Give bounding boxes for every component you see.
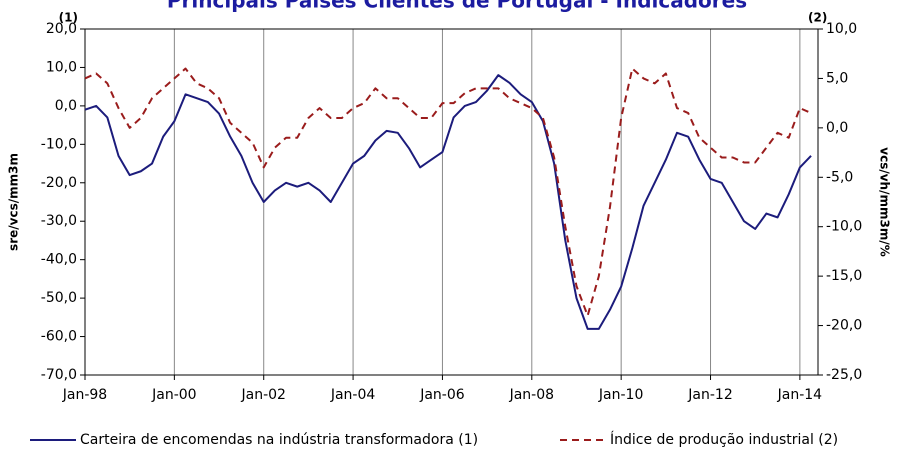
x-tick-label: Jan-98 (62, 387, 107, 403)
legend-label: Carteira de encomendas na indústria tran… (80, 432, 478, 448)
x-tick-label: Jan-14 (777, 387, 823, 403)
left-note: (1) (59, 11, 78, 25)
x-tick-label: Jan-08 (509, 387, 554, 403)
y2-tick-label: -10,0 (826, 219, 862, 235)
y2-tick-label: 10,0 (826, 21, 857, 37)
y-tick-label: 20,0 (46, 21, 77, 37)
y2-tick-label: -5,0 (826, 169, 853, 185)
y-tick-label: 0,0 (55, 98, 77, 114)
x-tick-label: Jan-02 (240, 387, 285, 403)
x-tick-label: Jan-12 (687, 387, 732, 403)
y2-tick-label: 0,0 (826, 120, 848, 136)
y-tick-label: -60,0 (41, 329, 77, 345)
x-tick-label: Jan-00 (151, 387, 196, 403)
y2-tick-label: -15,0 (826, 268, 862, 284)
x-tick-label: Jan-04 (330, 387, 376, 403)
y-tick-label: -50,0 (41, 290, 77, 306)
y2-tick-label: -25,0 (826, 367, 862, 383)
right-note: (2) (808, 11, 827, 25)
y2-tick-label: -20,0 (826, 318, 862, 334)
x-tick-label: Jan-10 (598, 387, 643, 403)
y-axis-label: sre/vcs/mm3m (7, 153, 21, 251)
y-tick-label: -20,0 (41, 175, 77, 191)
y-tick-label: -70,0 (41, 367, 77, 383)
legend-label: Índice de produção industrial (2) (610, 431, 838, 448)
series-line (84, 74, 812, 330)
chart-title: Principais Países Clientes de Portugal -… (167, 0, 747, 13)
plot-frame (84, 28, 819, 376)
y2-tick-label: 5,0 (826, 70, 848, 86)
y-tick-label: -10,0 (41, 136, 77, 152)
y2-axis-label: vcs/vh/mm3m/% (878, 147, 892, 256)
series-line (84, 67, 812, 317)
x-tick-label: Jan-06 (419, 387, 465, 403)
y-tick-label: -40,0 (41, 252, 77, 268)
y-tick-label: 10,0 (46, 59, 77, 75)
y-tick-label: -30,0 (41, 213, 77, 229)
